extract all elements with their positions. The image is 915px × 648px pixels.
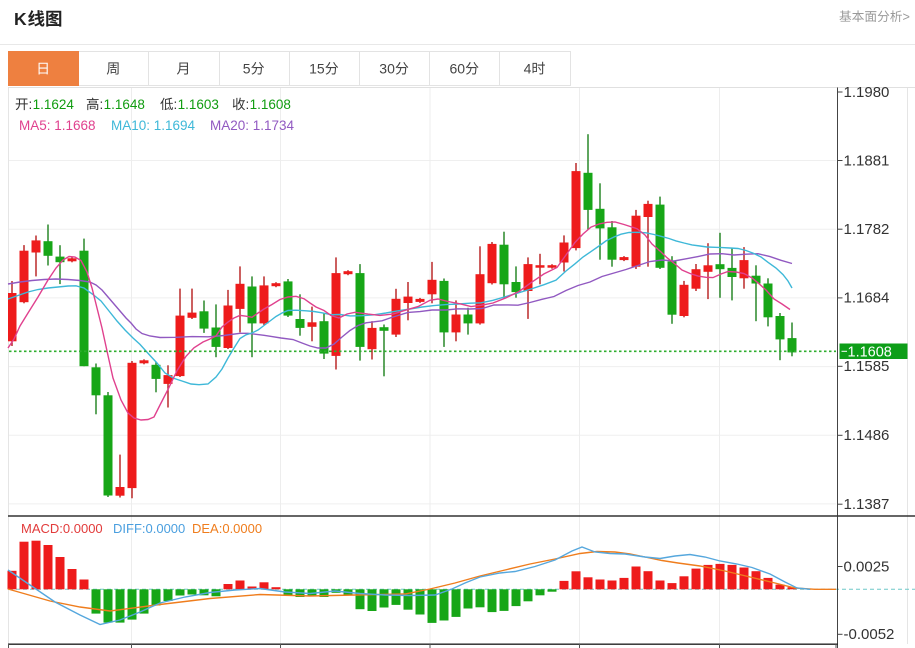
svg-text:60: 60 — [450, 61, 466, 77]
svg-text:1.1387: 1.1387 — [844, 496, 890, 513]
svg-text:1.1608: 1.1608 — [250, 97, 291, 112]
svg-text:1.1624: 1.1624 — [33, 97, 75, 112]
svg-text:5: 5 — [243, 61, 251, 77]
svg-text:-0.0052: -0.0052 — [844, 626, 895, 643]
svg-text:1.1684: 1.1684 — [844, 290, 890, 307]
svg-text:30: 30 — [379, 61, 395, 77]
svg-text::: : — [246, 97, 250, 112]
svg-text:1.1608: 1.1608 — [848, 345, 892, 361]
svg-text:1.1980: 1.1980 — [844, 84, 890, 101]
svg-text::: : — [29, 97, 33, 112]
svg-text::: : — [100, 97, 104, 112]
svg-text:1.1486: 1.1486 — [844, 427, 890, 444]
svg-text:15: 15 — [309, 61, 325, 77]
svg-text::: : — [174, 97, 178, 112]
svg-text:1.1881: 1.1881 — [844, 152, 890, 169]
svg-text:1.1585: 1.1585 — [844, 358, 890, 375]
svg-text:4: 4 — [524, 61, 532, 77]
svg-text:0.0025: 0.0025 — [844, 558, 890, 575]
svg-text:K: K — [14, 9, 27, 29]
svg-text:1.1648: 1.1648 — [104, 97, 145, 112]
svg-text:>: > — [903, 10, 910, 24]
svg-text:1.1782: 1.1782 — [844, 221, 890, 238]
svg-text:1.1603: 1.1603 — [178, 97, 219, 112]
